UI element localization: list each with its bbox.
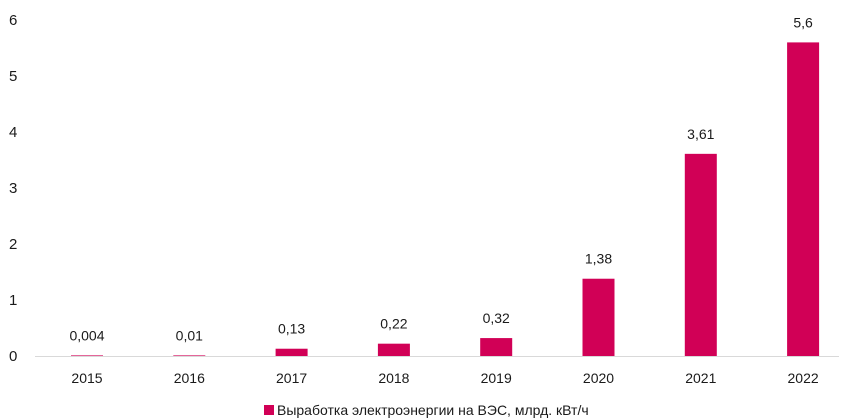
data-label-2020: 1,38 [585, 251, 612, 267]
x-tick-label-2018: 2018 [378, 370, 409, 386]
bar-2018 [377, 343, 410, 356]
y-tick-label: 5 [9, 68, 17, 85]
x-tick-label-2020: 2020 [583, 370, 614, 386]
data-label-2017: 0,13 [278, 321, 305, 337]
data-label-2015: 0,004 [69, 327, 104, 343]
bar-2016 [173, 355, 206, 356]
data-label-2021: 3,61 [687, 126, 714, 142]
x-tick-label-2017: 2017 [276, 370, 307, 386]
bar-2019 [480, 338, 513, 356]
bars [71, 42, 820, 357]
y-axis: 0 1 2 3 4 5 6 [9, 12, 17, 365]
bar-2017 [275, 348, 308, 356]
bar-2015 [71, 355, 103, 356]
data-label-2016: 0,01 [176, 327, 203, 343]
data-label-2022: 5,6 [793, 14, 813, 30]
y-tick-label: 6 [9, 12, 17, 29]
bar-2020 [582, 278, 615, 356]
y-tick-label: 2 [9, 236, 17, 253]
y-tick-label: 3 [9, 180, 17, 197]
data-labels: 0,004 0,01 0,13 0,22 0,32 1,38 3,61 5,6 [69, 14, 813, 343]
bar-2022 [787, 42, 820, 357]
x-tick-label-2021: 2021 [685, 370, 716, 386]
legend-swatch [264, 405, 274, 415]
legend-label: Выработка электроэнергии на ВЭС, млрд. к… [277, 402, 589, 418]
data-label-2018: 0,22 [380, 316, 407, 332]
x-tick-label-2016: 2016 [174, 370, 205, 386]
y-tick-label: 1 [9, 292, 17, 309]
bar-2021 [684, 153, 717, 356]
x-tick-label-2015: 2015 [71, 370, 102, 386]
legend: Выработка электроэнергии на ВЭС, млрд. к… [264, 402, 589, 418]
data-label-2019: 0,32 [483, 310, 510, 326]
y-tick-label: 0 [9, 348, 17, 365]
x-tick-label-2019: 2019 [481, 370, 512, 386]
y-tick-label: 4 [9, 124, 17, 141]
x-tick-label-2022: 2022 [788, 370, 819, 386]
x-axis: 2015 2016 2017 2018 2019 2020 2021 2022 [35, 356, 839, 386]
